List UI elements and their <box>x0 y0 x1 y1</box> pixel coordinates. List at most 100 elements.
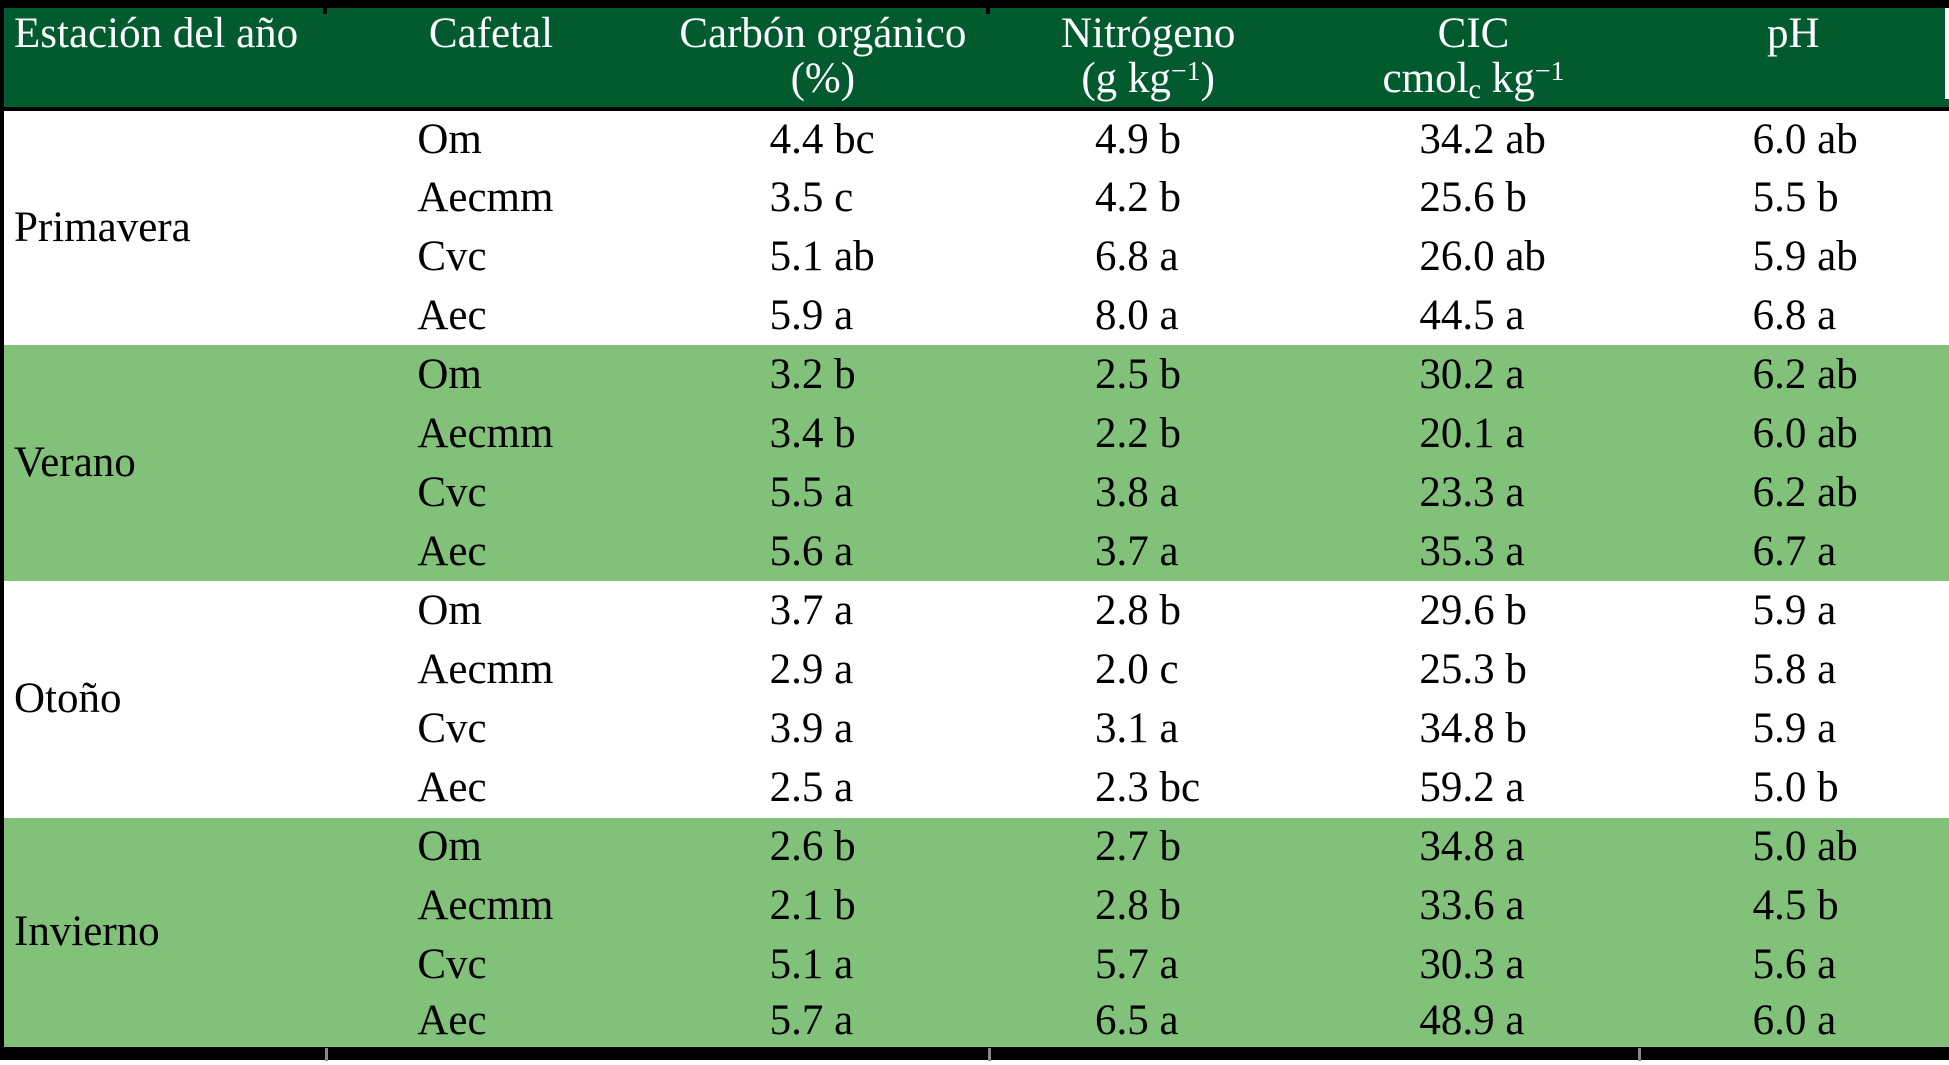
column-header-nitrogeno-label: Nitrógeno <box>1060 10 1236 57</box>
nitrogeno-cell: 5.7 a <box>987 935 1310 995</box>
cic-cell: 34.8 b <box>1309 699 1638 759</box>
ph-cell: 6.0 ab <box>1637 109 1949 169</box>
cafetal-cell: Aec <box>323 994 659 1054</box>
cafetal-cell: Om <box>323 345 659 405</box>
column-header-cic-unit: cmolc kg−1 <box>1382 55 1565 105</box>
carbono-cell: 2.6 b <box>658 817 987 877</box>
cafetal-cell: Aecmm <box>323 876 659 936</box>
cic-cell: 29.6 b <box>1309 581 1638 641</box>
cafetal-cell: Cvc <box>323 935 659 995</box>
cic-cell: 25.6 b <box>1309 168 1638 228</box>
table-row: Otoño Om 3.7 a 2.8 b 29.6 b 5.9 a <box>2 581 1949 818</box>
table-row: Cvc 5.1 a 5.7 a 30.3 a 5.6 a <box>2 935 1949 995</box>
column-header-nitrogeno-unit: (g kg−1) <box>1081 55 1215 102</box>
nitrogeno-cell: 2.0 c <box>987 640 1310 700</box>
table-row: Aec 5.7 a 6.5 a 48.9 a 6.0 a <box>2 994 1949 1054</box>
table-row: Invierno Om 2.6 b 2.7 b 34.8 a 5.0 ab <box>2 817 1949 1054</box>
cafetal-cell: Aecmm <box>323 168 659 228</box>
ph-cell: 5.8 a <box>1637 640 1949 700</box>
ph-cell: 6.0 a <box>1637 994 1949 1054</box>
table-row: Aec 5.6 a 3.7 a 35.3 a 6.7 a <box>2 522 1949 582</box>
season-cell: Invierno <box>2 817 324 1054</box>
cafetal-cell: Om <box>323 817 659 877</box>
cafetal-cell: Cvc <box>323 227 659 287</box>
carbono-cell: 3.5 c <box>658 168 987 228</box>
table-row: Aecmm 3.5 c 4.2 b 25.6 b 5.5 b <box>2 168 1949 228</box>
subscript-c: c <box>1468 73 1481 105</box>
carbono-cell: 3.9 a <box>658 699 987 759</box>
nitrogeno-cell: 2.7 b <box>987 817 1310 877</box>
cic-cell: 48.9 a <box>1309 994 1638 1054</box>
cic-cell: 25.3 b <box>1309 640 1638 700</box>
top-border-seam <box>323 0 327 14</box>
carbono-cell: 2.9 a <box>658 640 987 700</box>
top-border-seam <box>986 0 990 14</box>
ph-cell: 5.5 b <box>1637 168 1949 228</box>
cafetal-cell: Aec <box>323 286 659 346</box>
season-cell: Verano <box>2 345 324 582</box>
nitrogeno-cell: 2.2 b <box>987 404 1310 464</box>
ph-cell: 6.8 a <box>1637 286 1949 346</box>
column-header-cic: CIC cmolc kg−1 <box>1309 4 1638 111</box>
table-row: Cvc 3.9 a 3.1 a 34.8 b 5.9 a <box>2 699 1949 759</box>
cic-cell: 23.3 a <box>1309 463 1638 523</box>
ph-cell: 4.5 b <box>1637 876 1949 936</box>
table-row: Primavera Om 4.4 bc 4.9 b 34.2 ab 6.0 ab <box>2 109 1949 346</box>
carbono-cell: 2.5 a <box>658 758 987 818</box>
column-header-estacion: Estación del año <box>2 4 324 111</box>
ph-cell: 6.0 ab <box>1637 404 1949 464</box>
bottom-border-seam <box>988 1048 991 1061</box>
nitrogeno-cell: 4.9 b <box>987 109 1310 169</box>
ph-cell: 5.0 ab <box>1637 817 1949 877</box>
nitrogeno-cell: 2.8 b <box>987 581 1310 641</box>
header-row: Estación del año Cafetal Carbón orgánico… <box>2 4 1949 111</box>
table-row: Verano Om 3.2 b 2.5 b 30.2 a 6.2 ab <box>2 345 1949 582</box>
carbono-cell: 5.5 a <box>658 463 987 523</box>
season-cell: Otoño <box>2 581 324 818</box>
ph-cell: 6.2 ab <box>1637 463 1949 523</box>
table-row: Aec 2.5 a 2.3 bc 59.2 a 5.0 b <box>2 758 1949 818</box>
table-body: Primavera Om 4.4 bc 4.9 b 34.2 ab 6.0 ab Aecmm… <box>2 109 1949 1054</box>
table-row: Aecmm 2.9 a 2.0 c 25.3 b 5.8 a <box>2 640 1949 700</box>
cic-cell: 30.2 a <box>1309 345 1638 405</box>
cafetal-cell: Cvc <box>323 463 659 523</box>
cafetal-cell: Cvc <box>323 699 659 759</box>
carbono-cell: 5.1 a <box>658 935 987 995</box>
cic-cell: 34.2 ab <box>1309 109 1638 169</box>
cafetal-cell: Aecmm <box>323 404 659 464</box>
nitrogeno-cell: 3.8 a <box>987 463 1310 523</box>
table-row: Aecmm 3.4 b 2.2 b 20.1 a 6.0 ab <box>2 404 1949 464</box>
carbono-cell: 5.1 ab <box>658 227 987 287</box>
column-header-cafetal-label: Cafetal <box>428 10 554 57</box>
nitrogeno-cell: 4.2 b <box>987 168 1310 228</box>
ph-cell: 5.9 a <box>1637 581 1949 641</box>
ph-cell: 5.9 a <box>1637 699 1949 759</box>
nitrogeno-cell: 3.1 a <box>987 699 1310 759</box>
cafetal-cell: Om <box>323 109 659 169</box>
cic-cell: 26.0 ab <box>1309 227 1638 287</box>
column-header-cafetal: Cafetal <box>323 4 659 111</box>
nitrogeno-cell: 2.3 bc <box>987 758 1310 818</box>
carbono-cell: 3.4 b <box>658 404 987 464</box>
cic-cell: 35.3 a <box>1309 522 1638 582</box>
carbono-cell: 5.6 a <box>658 522 987 582</box>
cic-cell: 34.8 a <box>1309 817 1638 877</box>
cic-cell: 30.3 a <box>1309 935 1638 995</box>
nitrogeno-cell: 6.5 a <box>987 994 1310 1054</box>
superscript-minus-one: −1 <box>1170 56 1201 88</box>
carbono-cell: 3.2 b <box>658 345 987 405</box>
superscript-minus-one: −1 <box>1534 56 1565 88</box>
cic-cell: 59.2 a <box>1309 758 1638 818</box>
column-header-ph: pH <box>1637 4 1949 111</box>
table-row: Aec 5.9 a 8.0 a 44.5 a 6.8 a <box>2 286 1949 346</box>
ph-cell: 6.2 ab <box>1637 345 1949 405</box>
cic-cell: 44.5 a <box>1309 286 1638 346</box>
column-header-estacion-label: Estación del año <box>14 10 299 57</box>
column-header-carbono: Carbón orgánico (%) <box>658 4 987 111</box>
column-header-cic-label: CIC <box>1437 10 1510 57</box>
carbono-cell: 4.4 bc <box>658 109 987 169</box>
nitrogeno-cell: 8.0 a <box>987 286 1310 346</box>
carbono-cell: 3.7 a <box>658 581 987 641</box>
ph-cell: 5.0 b <box>1637 758 1949 818</box>
